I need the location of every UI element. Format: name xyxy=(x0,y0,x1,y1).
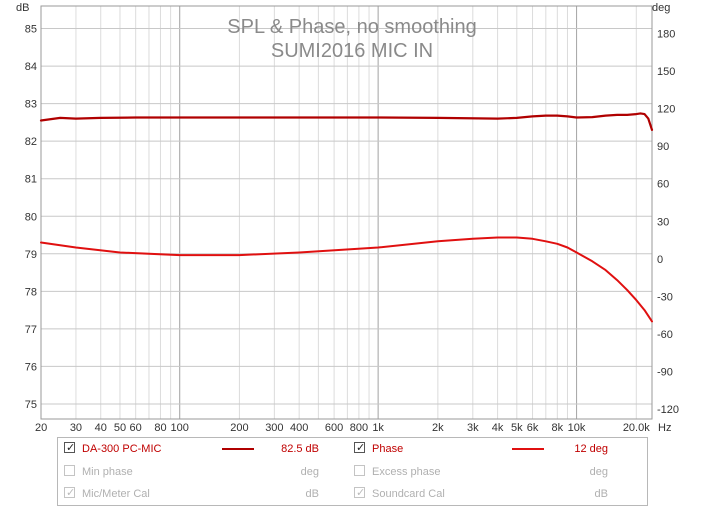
x-tick-labels: 20 30 40 50 60 80 100 200 300 400 600 800 1k 2k 3k 4k 5k… xyxy=(35,422,650,434)
legend-label-soundcard-cal: Soundcard Cal xyxy=(372,488,445,500)
grid-major xyxy=(41,6,652,419)
checkmark-icon: ✓ xyxy=(66,487,76,499)
y-right-unit: deg xyxy=(652,2,670,14)
legend-label-min-phase: Min phase xyxy=(82,466,133,478)
y-left-tick-label: 82 xyxy=(25,136,37,148)
x-tick-label: 8k xyxy=(552,422,564,434)
series-layer xyxy=(39,112,654,323)
y-right-tick-label: -120 xyxy=(657,404,679,416)
y-right-tick-label: 60 xyxy=(657,179,669,191)
x-tick-label: 5k xyxy=(511,422,523,434)
legend-item-soundcard-cal: ✓ Soundcard Cal dB xyxy=(354,483,639,505)
legend-checkbox-phase[interactable]: ✓ xyxy=(354,442,365,454)
x-tick-label: 40 xyxy=(95,422,107,434)
series-line-spl xyxy=(39,112,654,131)
y-left-tick-label: 75 xyxy=(25,399,37,411)
y-left-unit: dB xyxy=(16,2,29,14)
legend-row: ✓ DA-300 PC-MIC 82.5 dB ✓ Phase 12 deg xyxy=(58,438,647,460)
legend-checkbox-mic-cal: ✓ xyxy=(64,487,75,499)
x-tick-label: 800 xyxy=(350,422,368,434)
checkmark-icon: ✓ xyxy=(66,442,76,454)
legend-value-excess-phase: deg xyxy=(589,466,608,478)
legend-item-mic-cal: ✓ Mic/Meter Cal dB xyxy=(64,483,349,505)
grid-minor xyxy=(40,6,637,419)
y-right-tick-labels: -120 -90 -60 -30 0 30 60 90 120 150 180 xyxy=(657,29,679,416)
chart-title: SPL & Phase, no smoothing xyxy=(227,16,476,38)
y-left-tick-label: 83 xyxy=(25,99,37,111)
y-right-tick-label: 120 xyxy=(657,104,675,116)
chart-subtitle: SUMI2016 MIC IN xyxy=(271,40,433,62)
y-left-tick-label: 80 xyxy=(25,211,37,223)
y-right-tick-label: 0 xyxy=(657,254,663,266)
checkmark-icon: ✓ xyxy=(356,442,366,454)
legend-checkbox-min-phase xyxy=(64,465,75,476)
legend-label-da300: DA-300 PC-MIC xyxy=(82,443,162,455)
legend-item-excess-phase: Excess phase deg xyxy=(354,461,639,483)
legend-value-phase: 12 deg xyxy=(574,443,608,455)
x-unit: Hz xyxy=(658,422,671,434)
x-tick-label: 50 xyxy=(114,422,126,434)
y-right-tick-label: -90 xyxy=(657,366,673,378)
y-left-tick-label: 84 xyxy=(25,61,37,73)
legend-checkbox-da300[interactable]: ✓ xyxy=(64,442,75,454)
legend-label-phase: Phase xyxy=(372,443,404,455)
plot-frame xyxy=(40,5,653,420)
y-right-tick-label: 180 xyxy=(657,29,675,41)
x-tick-label: 30 xyxy=(70,422,82,434)
y-left-tick-label: 85 xyxy=(25,24,37,36)
legend-checkbox-soundcard-cal: ✓ xyxy=(354,487,365,499)
y-right-tick-label: -60 xyxy=(657,329,673,341)
x-tick-label: 2k xyxy=(432,422,444,434)
legend-row: Min phase deg Excess phase deg xyxy=(58,461,647,483)
x-tick-label: 1k xyxy=(372,422,384,434)
x-tick-label: 20.0k xyxy=(623,422,650,434)
x-tick-label: 80 xyxy=(154,422,166,434)
x-tick-label: 400 xyxy=(290,422,308,434)
y-right-tick-label: -30 xyxy=(657,291,673,303)
y-left-tick-label: 76 xyxy=(25,361,37,373)
y-left-tick-labels: 75 76 77 78 79 80 81 82 83 84 85 xyxy=(25,24,37,411)
x-tick-label: 100 xyxy=(171,422,189,434)
legend-value-da300: 82.5 dB xyxy=(281,443,319,455)
x-tick-label: 10k xyxy=(568,422,586,434)
y-left-tick-label: 81 xyxy=(25,174,37,186)
x-tick-label: 300 xyxy=(265,422,283,434)
legend-item-min-phase: Min phase deg xyxy=(64,461,349,483)
y-left-tick-label: 79 xyxy=(25,249,37,261)
x-tick-label: 4k xyxy=(492,422,504,434)
x-tick-label: 600 xyxy=(325,422,343,434)
x-tick-label: 200 xyxy=(230,422,248,434)
series-line-phase xyxy=(40,236,653,323)
y-right-tick-label: 150 xyxy=(657,66,675,78)
legend-row: ✓ Mic/Meter Cal dB ✓ Soundcard Cal dB xyxy=(58,483,647,505)
x-tick-label: 3k xyxy=(467,422,479,434)
legend-swatch-phase xyxy=(512,448,544,450)
y-right-tick-label: 30 xyxy=(657,216,669,228)
spl-phase-chart: 75 76 77 78 79 80 81 82 83 84 85 -120 -90 -60 -30 0 30 6… xyxy=(16,2,679,434)
legend-value-min-phase: deg xyxy=(300,466,319,478)
legend-checkbox-excess-phase xyxy=(354,465,365,476)
y-right-tick-label: 90 xyxy=(657,141,669,153)
y-left-tick-label: 77 xyxy=(25,324,37,336)
checkmark-icon: ✓ xyxy=(356,487,366,499)
legend-value-soundcard-cal: dB xyxy=(594,488,608,500)
legend-value-mic-cal: dB xyxy=(305,488,319,500)
legend-item-da300[interactable]: ✓ DA-300 PC-MIC 82.5 dB xyxy=(64,438,349,460)
y-left-tick-label: 78 xyxy=(25,286,37,298)
legend-swatch-da300 xyxy=(222,448,254,450)
legend-label-mic-cal: Mic/Meter Cal xyxy=(82,488,150,500)
legend-panel: ✓ DA-300 PC-MIC 82.5 dB ✓ Phase 12 deg M… xyxy=(57,437,648,506)
x-tick-label: 20 xyxy=(35,422,47,434)
legend-item-phase[interactable]: ✓ Phase 12 deg xyxy=(354,438,639,460)
x-tick-label: 60 xyxy=(130,422,142,434)
legend-label-excess-phase: Excess phase xyxy=(372,466,441,478)
x-tick-label: 6k xyxy=(527,422,539,434)
